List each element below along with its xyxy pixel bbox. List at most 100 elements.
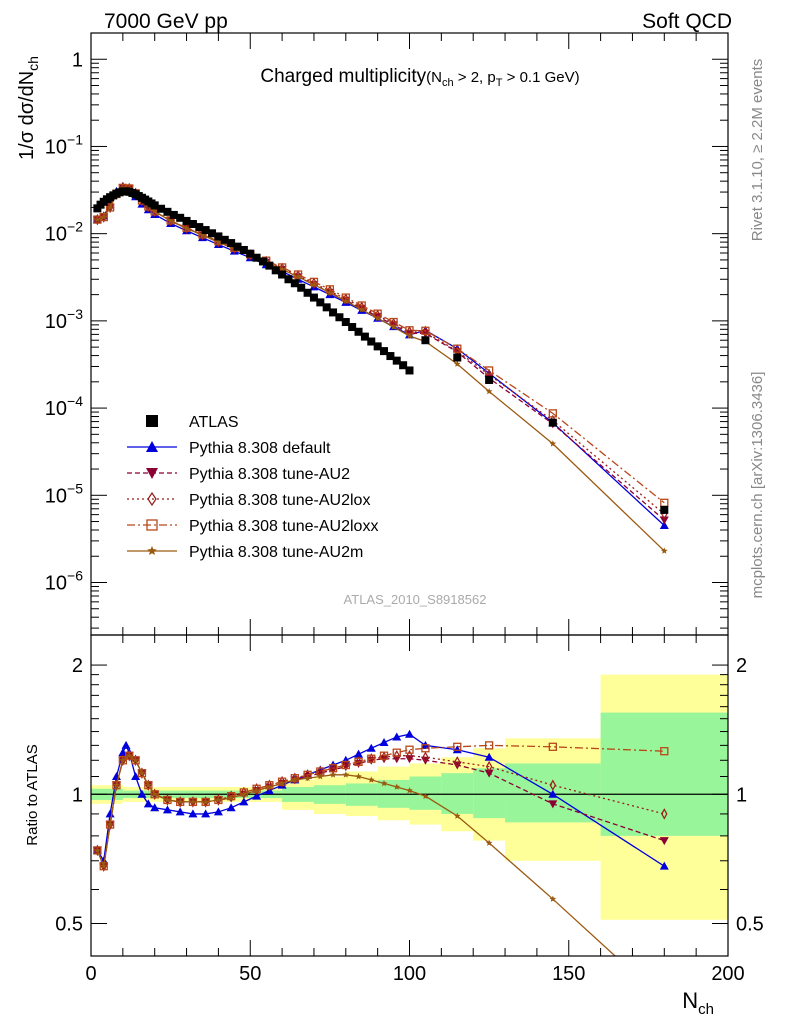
ratio-point-AU2m [329,771,337,778]
ratio-point-AU2m [291,776,299,783]
point-ATLAS [246,249,255,258]
x-tick-label: 50 [239,963,261,985]
point-AU2lox [310,277,318,289]
legend-marker-ATLAS [146,415,158,427]
y-tick-label-base: 10 [45,485,67,507]
series-line-AU2m [97,187,665,552]
ratio-point-default [162,805,172,814]
point-ATLAS [303,288,312,297]
point-AU2m [100,213,108,220]
point-AU2m [106,203,114,211]
ratio-point-AU2lox [454,756,461,768]
ratio-point-AU2lox [355,756,362,768]
ratio-point-AU2lox [342,759,349,771]
ratio-point-AU2m [132,756,139,764]
point-ATLAS [220,235,229,244]
main-title-text: Charged multiplicity [260,66,426,87]
ratio-point-AU2m [342,771,350,778]
y-tick-label-exp: −2 [67,219,83,235]
point-ATLAS [258,257,267,266]
point-AU2lox [106,201,114,214]
ratio-point-AU2m [164,796,171,803]
y-tick-label: 10−5 [45,480,83,507]
ratio-point-AU2m [485,839,493,846]
ratio-point-AU2lox [368,753,375,765]
ratio-point-AU2m [125,752,133,759]
point-AU2m [94,216,101,223]
ratio-point-AU2loxx [367,754,376,763]
ratio-point-default [548,789,558,798]
ratio-series-layer [92,729,669,956]
mcplots-reference-label: mcplots.cern.ch [arXiv:1306.3436] [749,372,766,599]
uncertainty-bands [91,674,728,920]
point-AU2lox [342,293,349,305]
ratio-point-AU2m [549,895,557,902]
y-tick-label-exp: −5 [67,480,83,496]
point-AU2loxx [453,344,462,353]
x-tick-label: 200 [711,963,744,985]
ratio-point-AU2loxx [548,742,557,751]
ratio-point-default [105,809,115,818]
point-ATLAS [169,210,178,219]
point-ATLAS [201,226,210,235]
point-ATLAS [392,356,401,365]
y-tick-label-exp: −3 [67,306,83,322]
y-tick-label-base: 10 [45,224,67,246]
ratio-point-default [201,809,211,818]
legend-label-ATLAS: ATLAS [189,414,239,431]
band-inner [441,773,474,814]
ratio-point-AU2m [119,756,127,764]
ratio-point-AU2lox [291,772,299,784]
main-series-layer [92,181,669,554]
main-y-label-text: 1/σ dσ/dN [16,71,38,160]
y-tick-label: 10−2 [45,219,83,246]
ratio-point-AU2lox [266,779,273,791]
point-ATLAS [150,201,159,210]
y-tick-label: 10−6 [45,567,83,594]
y-tick-label: 1 [72,49,83,71]
ratio-point-AU2loxx [239,788,249,797]
y-tick-label-exp: −6 [67,567,83,583]
point-ATLAS [316,298,325,307]
y-tick-label-base: 1 [72,49,83,71]
main-y-label: 1/σ dσ/dNch [16,56,41,160]
point-ATLAS [367,337,376,346]
point-AU2m [406,332,413,339]
point-ATLAS [373,342,382,351]
main-title-cut-sub: ch [442,77,454,89]
point-ATLAS [278,270,287,279]
main-panel: 110−110−210−310−410−510−6 Charged multip… [16,32,729,636]
ratio-point-AU2lox [253,783,260,795]
ratio-point-default [188,809,198,818]
legend-marker-AU2loxx [146,519,158,531]
legend-label-AU2lox: Pythia 8.308 tune-AU2lox [189,492,370,509]
ratio-point-AU2lox [661,808,668,820]
ratio-point-AU2m [240,790,248,798]
main-title-cut-b: > 2, p [454,69,496,86]
point-ATLAS [208,229,217,238]
ratio-point-AU2m [422,792,429,799]
point-ATLAS [399,361,408,370]
series-line-default [97,185,665,527]
legend-label-AU2: Pythia 8.308 tune-AU2 [189,466,350,483]
ratio-point-AU2m [138,769,146,776]
ratio-point-AU2m [202,798,209,805]
ratio-point-AU2m [316,773,324,780]
ratio-point-AU2loxx [290,774,299,783]
ratio-point-default [452,745,462,754]
point-AU2loxx [548,409,557,418]
legend-label-AU2loxx: Pythia 8.308 tune-AU2loxx [189,518,378,535]
ratio-point-AU2loxx [341,760,350,770]
ratio-point-AU2loxx [484,741,494,750]
point-ATLAS [176,213,185,222]
ratio-point-AU2m [215,796,222,803]
rivet-version-label: Rivet 3.1.10, ≥ 2.2M events [749,59,766,242]
point-ATLAS [265,261,274,270]
ratio-point-AU2lox [202,796,209,808]
ratio-point-AU2loxx [405,745,414,754]
ratio-point-AU2m [393,783,401,790]
point-ATLAS [284,275,293,284]
ratio-y-axis: 0.5 0.5 1 1 2 2 [55,655,764,935]
y-tick-label: 10−3 [45,306,83,333]
point-AU2loxx [660,498,669,507]
